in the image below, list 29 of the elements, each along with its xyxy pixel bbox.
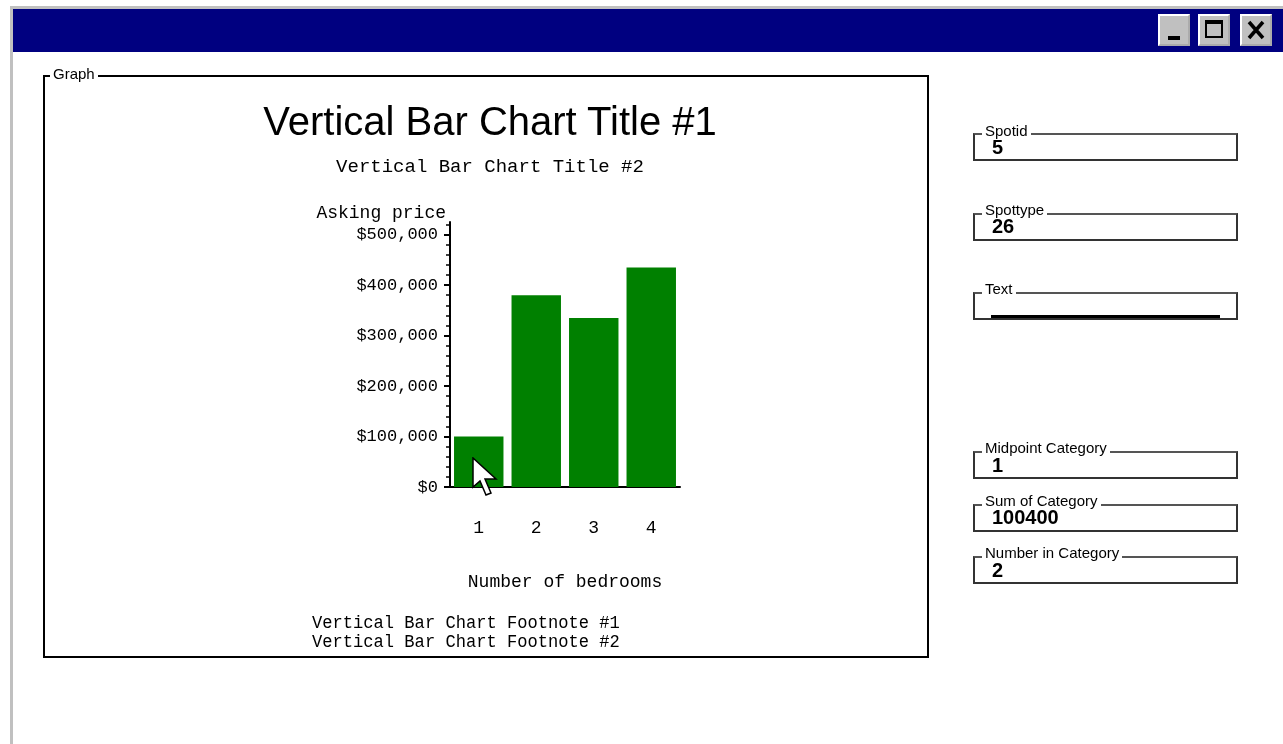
chart-subtitle: Vertical Bar Chart Title #2	[336, 155, 644, 178]
y-tick-label: $300,000	[356, 326, 438, 346]
text: Vertical Bar Chart Footnote #2	[312, 631, 620, 653]
text: Vertical Bar Chart Footnote #1	[312, 612, 620, 634]
text: Number in Category	[982, 544, 1123, 561]
text: 100400	[992, 506, 1059, 528]
bar	[511, 295, 561, 487]
text: Sum of Category	[982, 492, 1101, 509]
x-axis-title: Number of bedrooms	[467, 572, 663, 592]
x-tick-label: 1	[473, 518, 485, 538]
text: Spottype	[982, 201, 1048, 218]
text: Text	[982, 280, 1016, 297]
y-tick-label: $500,000	[356, 225, 438, 245]
y-tick-label: $400,000	[356, 275, 438, 295]
y-tick-label: $200,000	[356, 376, 438, 396]
bar	[626, 267, 676, 487]
bar	[569, 317, 619, 487]
text: 2	[992, 559, 1004, 581]
y-tick-label: $0	[417, 477, 438, 497]
x-tick-label: 2	[530, 518, 542, 538]
chart-title: Vertical Bar Chart Title #1	[263, 99, 717, 143]
y-tick-label: $100,000	[356, 427, 438, 447]
text: Midpoint Category	[982, 439, 1110, 456]
text: Graph	[50, 65, 98, 82]
text: 1	[992, 454, 1004, 476]
x-tick-label: 3	[588, 518, 600, 538]
x-tick-label: 4	[645, 518, 657, 538]
text: Spotid	[982, 122, 1031, 139]
y-axis-title: Asking price	[316, 203, 446, 223]
